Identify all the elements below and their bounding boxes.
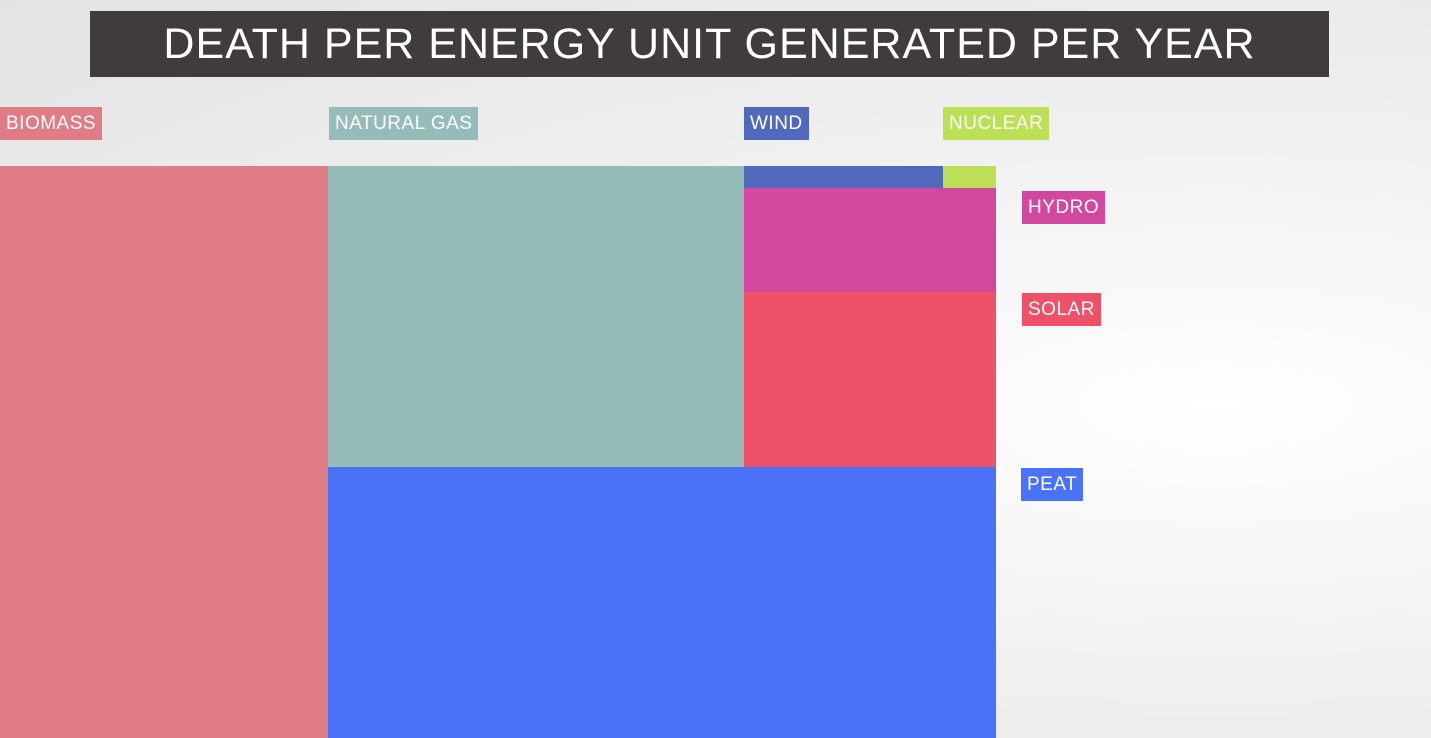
label-biomass: BIOMASS bbox=[0, 107, 103, 140]
chart-title: DEATH PER ENERGY UNIT GENERATED PER YEAR bbox=[90, 11, 1329, 77]
label-nuclear: NUCLEAR bbox=[943, 107, 1050, 140]
tile-solar bbox=[744, 292, 996, 467]
label-wind: WIND bbox=[744, 107, 809, 140]
label-peat: PEAT bbox=[1021, 468, 1084, 501]
label-hydro: HYDRO bbox=[1022, 191, 1106, 224]
tile-wind bbox=[744, 166, 943, 188]
tile-hydro bbox=[744, 188, 996, 292]
tile-biomass bbox=[0, 166, 328, 738]
label-solar: SOLAR bbox=[1022, 293, 1101, 326]
tile-natural-gas bbox=[328, 166, 744, 467]
tile-nuclear bbox=[943, 166, 996, 188]
label-natural-gas: NATURAL GAS bbox=[329, 107, 479, 140]
tile-peat bbox=[328, 467, 996, 738]
